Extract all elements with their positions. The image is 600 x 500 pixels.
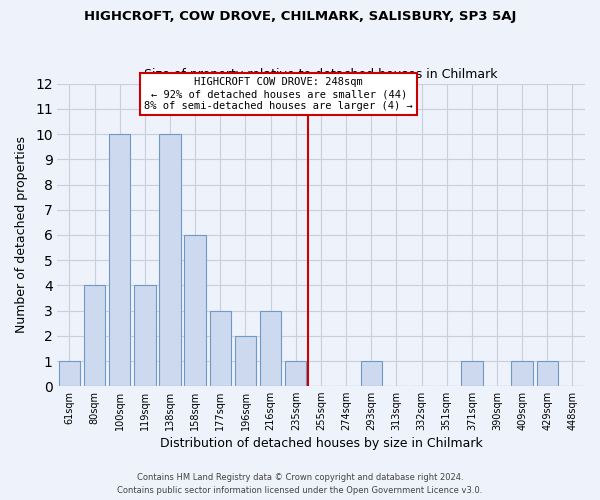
Bar	[84, 286, 105, 386]
Bar	[536, 361, 558, 386]
Text: HIGHCROFT COW DROVE: 248sqm
← 92% of detached houses are smaller (44)
8% of semi: HIGHCROFT COW DROVE: 248sqm ← 92% of det…	[145, 78, 413, 110]
Title: Size of property relative to detached houses in Chilmark: Size of property relative to detached ho…	[144, 68, 497, 81]
Bar	[134, 286, 155, 386]
Bar	[235, 336, 256, 386]
Bar	[461, 361, 482, 386]
Bar	[109, 134, 130, 386]
X-axis label: Distribution of detached houses by size in Chilmark: Distribution of detached houses by size …	[160, 437, 482, 450]
Bar	[511, 361, 533, 386]
Bar	[184, 235, 206, 386]
Bar	[361, 361, 382, 386]
Bar	[285, 361, 307, 386]
Bar	[59, 361, 80, 386]
Bar	[209, 310, 231, 386]
Y-axis label: Number of detached properties: Number of detached properties	[15, 136, 28, 334]
Bar	[260, 310, 281, 386]
Text: Contains HM Land Registry data © Crown copyright and database right 2024.
Contai: Contains HM Land Registry data © Crown c…	[118, 474, 482, 495]
Text: HIGHCROFT, COW DROVE, CHILMARK, SALISBURY, SP3 5AJ: HIGHCROFT, COW DROVE, CHILMARK, SALISBUR…	[84, 10, 516, 23]
Bar	[160, 134, 181, 386]
